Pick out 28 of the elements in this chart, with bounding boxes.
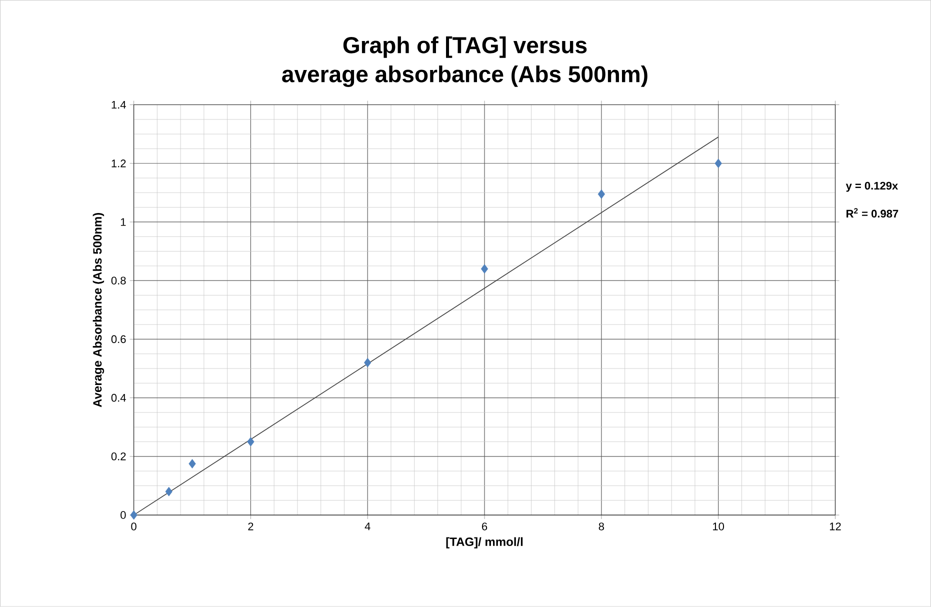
text: y = 0.129x: [846, 182, 898, 192]
point: [130, 510, 138, 520]
y-tick-label: 0.6: [111, 335, 126, 344]
y-tick-label: 0.2: [111, 452, 126, 460]
y-tick-label: 1.2: [112, 160, 126, 168]
point: [247, 437, 254, 447]
x-tick-label: 2: [248, 522, 254, 530]
x-axis-title: [TAG]/ mmol/l: [446, 537, 523, 549]
x-tick-label: 12: [830, 522, 841, 530]
y-tick-label: 0.8: [111, 276, 126, 285]
x-tick-label: 6: [482, 522, 488, 530]
y-tick-label: 0.4: [111, 394, 126, 402]
x-tick-label: 4: [364, 522, 370, 530]
x-tick-label: 0: [131, 522, 136, 530]
point: [188, 459, 196, 469]
text: R$^{2}$ = 0.987: [846, 208, 898, 218]
y-tick-label: 1: [120, 218, 126, 226]
y-tick-label: 0: [120, 511, 126, 520]
point: [364, 358, 372, 368]
x-tick-label: 8: [598, 522, 604, 530]
point: [480, 264, 488, 274]
point: [165, 486, 172, 496]
point: [714, 158, 722, 168]
chart-title: Graph of [TAG] versus average absorbance (Abs 500nm): [282, 36, 648, 88]
x-tick-label: 10: [713, 522, 724, 530]
point: [598, 190, 606, 199]
y-axis-title: Average Absorbance (Abs 500nm): [92, 213, 104, 408]
y-tick-label: 1.4: [112, 101, 126, 109]
